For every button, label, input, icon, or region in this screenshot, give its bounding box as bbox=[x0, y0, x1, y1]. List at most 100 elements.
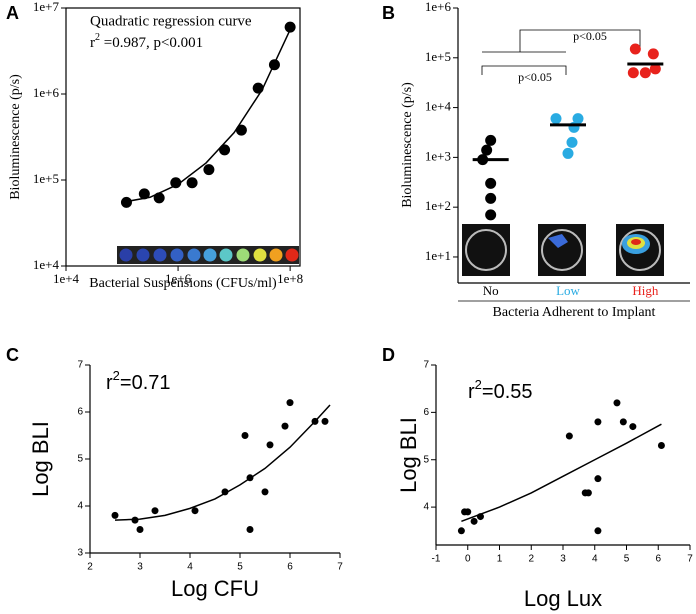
data-point bbox=[111, 511, 119, 519]
y-tick-label: 1e+7 bbox=[33, 0, 60, 14]
data-point bbox=[647, 48, 659, 60]
stat-part: r bbox=[106, 372, 113, 394]
x-tick-label: 7 bbox=[687, 554, 693, 565]
data-point bbox=[584, 489, 592, 497]
x-tick-label: Low bbox=[556, 283, 580, 298]
data-point bbox=[476, 513, 484, 521]
y-tick-label: 6 bbox=[77, 407, 83, 418]
data-point bbox=[481, 144, 493, 156]
y-tick-label: 1e+4 bbox=[425, 99, 452, 114]
x-tick-label: 1 bbox=[497, 554, 503, 565]
x-tick-label: 4 bbox=[592, 554, 598, 565]
panel-letter: D bbox=[382, 345, 395, 365]
data-point bbox=[281, 422, 289, 430]
data-point bbox=[594, 418, 602, 426]
stat-part: 2 bbox=[95, 32, 100, 43]
x-axis-label: Bacterial Suspensions (CFUs/ml) bbox=[89, 276, 277, 291]
panel-letter: A bbox=[6, 3, 19, 23]
data-point bbox=[613, 399, 621, 407]
x-axis-label: Bacteria Adherent to Implant bbox=[493, 305, 656, 320]
data-point bbox=[321, 417, 329, 425]
data-point bbox=[221, 488, 229, 496]
x-tick-label: 3 bbox=[137, 562, 143, 573]
data-point bbox=[550, 113, 562, 125]
y-tick-label: 3 bbox=[77, 548, 83, 559]
y-tick-label: 1e+1 bbox=[425, 248, 451, 263]
data-point bbox=[170, 177, 182, 189]
data-point bbox=[252, 82, 264, 94]
y-axis-label: Bioluminescence (p/s) bbox=[400, 82, 415, 208]
x-tick-label: 2 bbox=[87, 562, 93, 573]
stat-part: 2 bbox=[113, 368, 120, 383]
x-tick-label: 5 bbox=[624, 554, 630, 565]
data-point bbox=[284, 21, 296, 33]
stat: r2=0.55 bbox=[468, 377, 533, 403]
fit-curve bbox=[114, 404, 331, 521]
y-tick-label: 5 bbox=[423, 454, 429, 465]
x-tick-label: 1e+6 bbox=[165, 271, 192, 286]
data-point bbox=[485, 134, 497, 146]
x-tick-label: High bbox=[632, 283, 659, 298]
data-point bbox=[266, 441, 274, 449]
data-point bbox=[639, 67, 651, 79]
y-tick-label: 5 bbox=[77, 454, 83, 465]
data-point bbox=[136, 526, 144, 533]
plot-frame bbox=[65, 7, 301, 267]
significance-brackets bbox=[481, 29, 641, 75]
data-point bbox=[470, 517, 478, 525]
data-point bbox=[191, 507, 199, 515]
data-point bbox=[485, 209, 497, 221]
data-point bbox=[153, 192, 165, 204]
implant-images bbox=[462, 224, 664, 276]
data-point bbox=[268, 59, 280, 71]
data-point bbox=[562, 147, 574, 159]
data-point bbox=[485, 192, 497, 204]
annotation: p<0.05 bbox=[518, 70, 552, 84]
data-point bbox=[627, 67, 639, 79]
fit-curve bbox=[121, 29, 291, 204]
fit-curve bbox=[461, 423, 662, 523]
stat-part: r bbox=[468, 381, 475, 403]
x-tick-label: 6 bbox=[655, 554, 661, 565]
data-point bbox=[311, 417, 319, 425]
y-axis-label: Log BLI bbox=[396, 417, 421, 493]
stat: r2=0.71 bbox=[106, 368, 171, 394]
data-point bbox=[246, 474, 254, 482]
data-point bbox=[572, 113, 584, 125]
y-tick-label: 1e+6 bbox=[425, 0, 452, 14]
y-tick-label: 6 bbox=[423, 407, 429, 418]
x-tick-label: 2 bbox=[528, 554, 534, 565]
x-axis-label: Log Lux bbox=[524, 586, 602, 611]
x-tick-label: 1e+8 bbox=[277, 271, 303, 286]
y-tick-label: 7 bbox=[423, 360, 429, 371]
data-point bbox=[219, 144, 231, 156]
data-point bbox=[246, 526, 254, 533]
data-point bbox=[594, 475, 602, 483]
data-point bbox=[131, 516, 139, 524]
x-tick-label: 4 bbox=[187, 562, 193, 573]
data-point bbox=[657, 442, 665, 450]
panel-letter: B bbox=[382, 3, 395, 23]
annotation: Quadratic regression curve bbox=[90, 13, 252, 29]
data-point bbox=[565, 432, 573, 440]
data-point bbox=[649, 63, 661, 75]
data-point bbox=[629, 423, 637, 431]
data-point bbox=[619, 418, 627, 426]
x-tick-label: 5 bbox=[237, 562, 243, 573]
y-axis-label: Log BLI bbox=[28, 421, 53, 497]
x-tick-label: No bbox=[483, 283, 499, 298]
data-point bbox=[457, 527, 465, 535]
well-strip bbox=[117, 246, 299, 264]
data-point bbox=[594, 527, 602, 535]
x-tick-label: -1 bbox=[432, 554, 441, 565]
data-point bbox=[241, 432, 249, 439]
data-point bbox=[138, 188, 150, 200]
y-axis-label: Bioluminescence (p/s) bbox=[8, 74, 23, 200]
y-tick-label: 1e+5 bbox=[33, 171, 59, 186]
data-point bbox=[261, 488, 269, 496]
y-tick-label: 1e+5 bbox=[425, 49, 451, 64]
data-point bbox=[485, 177, 497, 189]
stat-part: 2 bbox=[475, 377, 482, 392]
